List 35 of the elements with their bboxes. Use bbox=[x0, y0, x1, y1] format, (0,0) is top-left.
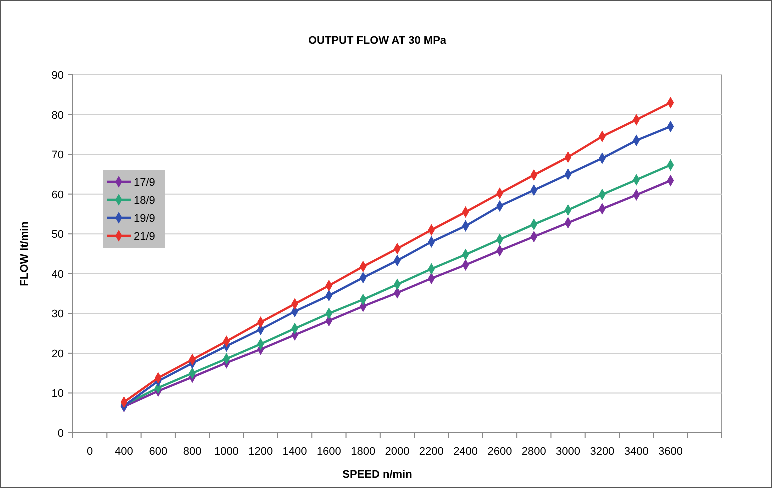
legend-label: 17/9 bbox=[134, 177, 156, 189]
legend-label: 19/9 bbox=[134, 213, 156, 225]
legend-label: 18/9 bbox=[134, 195, 156, 207]
y-tick-label: 50 bbox=[52, 229, 64, 242]
x-tick-label: 400 bbox=[115, 446, 134, 458]
x-tick-label: 2000 bbox=[385, 446, 410, 458]
y-tick-label: 40 bbox=[52, 268, 64, 281]
x-tick-label: 1800 bbox=[351, 446, 376, 458]
x-tick-label: 2400 bbox=[454, 446, 478, 458]
x-axis-title: SPEED n/min bbox=[342, 469, 413, 481]
x-tick-label: 1000 bbox=[214, 446, 239, 458]
y-tick-label: 60 bbox=[52, 189, 64, 202]
y-tick-label: 80 bbox=[52, 110, 64, 122]
x-tick-label: 2600 bbox=[488, 446, 512, 458]
x-tick-label: 3200 bbox=[590, 446, 615, 458]
chart-title: OUTPUT FLOW AT 30 MPa bbox=[308, 35, 448, 47]
y-tick-label: 90 bbox=[52, 70, 64, 82]
y-tick-label: 30 bbox=[52, 308, 64, 321]
x-tick-label: 600 bbox=[149, 446, 168, 458]
x-tick-label: 800 bbox=[183, 446, 202, 458]
y-tick-label: 0 bbox=[58, 428, 64, 440]
x-tick-label: 2800 bbox=[522, 446, 546, 458]
y-axis-title: FLOW lt/min bbox=[19, 221, 31, 286]
x-tick-label: 2200 bbox=[419, 446, 444, 458]
x-tick-label: 3400 bbox=[624, 446, 649, 458]
legend-label: 21/9 bbox=[134, 231, 156, 243]
y-tick-label: 20 bbox=[52, 348, 64, 360]
y-tick-label: 70 bbox=[52, 150, 64, 162]
x-tick-label: 0 bbox=[87, 446, 94, 458]
x-tick-label: 1200 bbox=[248, 446, 274, 458]
y-tick-label: 10 bbox=[52, 388, 64, 400]
x-tick-label: 3600 bbox=[658, 446, 684, 458]
x-tick-label: 1400 bbox=[282, 446, 308, 458]
x-tick-label: 3000 bbox=[556, 446, 581, 458]
x-tick-label: 1600 bbox=[316, 446, 342, 458]
